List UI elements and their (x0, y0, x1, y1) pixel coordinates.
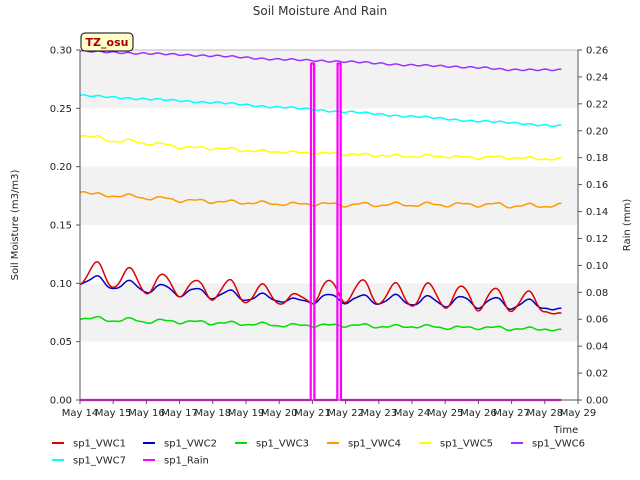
legend-label-sp1_vwc1: sp1_VWC1 (73, 439, 126, 450)
y2-tick-label: 0.18 (586, 153, 608, 164)
grid-bands (80, 50, 578, 342)
x-tick-label: May 29 (560, 408, 597, 419)
grid-band (80, 283, 578, 342)
x-tick-label: May 25 (427, 408, 464, 419)
series-layer (79, 49, 562, 402)
y-tick-label: 0.10 (50, 279, 72, 290)
y2-tick-label: 0.26 (586, 46, 608, 57)
y2-tick-label: 0.24 (586, 72, 608, 83)
site-badge-label: TZ_osu (86, 36, 129, 49)
legend-label-sp1_vwc3: sp1_VWC3 (256, 439, 309, 450)
x-tick-label: May 21 (294, 408, 331, 419)
legend: sp1_VWC1 sp1_VWC2 sp1_VWC3 sp1_VWC4 sp1_VWC5… (52, 439, 585, 467)
x-tick-label: May 26 (460, 408, 497, 419)
grid-band (80, 50, 578, 109)
x-tick-label: May 14 (62, 408, 99, 419)
x-tick-label: May 22 (327, 408, 364, 419)
series-line-sp1_vwc4 (79, 191, 562, 209)
x-tick-label: May 23 (361, 408, 398, 419)
y-tick-label: 0.00 (50, 396, 72, 407)
x-tick-label: May 18 (195, 408, 232, 419)
left-axis: 0.00 0.05 0.10 0.15 0.20 0.25 0.30 (50, 46, 81, 407)
y-tick-label: 0.30 (50, 46, 72, 57)
x-tick-label: May 24 (394, 408, 431, 419)
y2-tick-label: 0.20 (586, 126, 608, 137)
site-badge: TZ_osu (80, 32, 134, 52)
x-tick-label: May 28 (527, 408, 564, 419)
x-tick-label: May 15 (95, 408, 132, 419)
legend-label-sp1_rain: sp1_Rain (164, 456, 209, 467)
y2-tick-label: 0.22 (586, 99, 608, 110)
grid-band (80, 166, 578, 225)
y-axis-title: Soil Moisture (m3/m3) (10, 170, 21, 281)
right-axis: 0.00 0.02 0.04 0.06 0.08 0.10 0.12 0.14 0.16 0.18… (577, 46, 608, 407)
y2-tick-label: 0.10 (586, 261, 608, 272)
x-tick-label: May 19 (228, 408, 265, 419)
legend-label-sp1_vwc2: sp1_VWC2 (164, 439, 217, 450)
legend-label-sp1_vwc5: sp1_VWC5 (440, 439, 493, 450)
y2-tick-label: 0.12 (586, 234, 608, 245)
series-line-sp1_vwc3 (79, 315, 562, 332)
y2-tick-label: 0.02 (586, 369, 608, 380)
y-tick-label: 0.25 (50, 104, 72, 115)
y-tick-label: 0.20 (50, 162, 72, 173)
x-tick-label: May 17 (161, 408, 198, 419)
y2-tick-label: 0.08 (586, 288, 608, 299)
site-badge-box (80, 32, 134, 52)
y2-tick-label: 0.14 (586, 207, 608, 218)
y-tick-label: 0.15 (50, 221, 72, 232)
legend-label-sp1_vwc7: sp1_VWC7 (73, 456, 126, 467)
legend-label-sp1_vwc4: sp1_VWC4 (348, 439, 401, 450)
y2-tick-label: 0.00 (586, 396, 608, 407)
y2-tick-label: 0.04 (586, 342, 608, 353)
series-line-sp1_vwc5 (79, 134, 562, 161)
y-tick-label: 0.05 (50, 337, 72, 348)
y2-axis-title: Rain (mm) (622, 199, 633, 252)
series-line-sp1_vwc1 (79, 261, 562, 315)
x-tick-label: May 20 (261, 408, 298, 419)
series-line-sp1_vwc7 (79, 94, 562, 128)
series-line-sp1_vwc6 (79, 49, 562, 72)
x-tick-label: May 27 (493, 408, 530, 419)
chart-title: Soil Moisture And Rain (253, 4, 388, 18)
y2-tick-label: 0.16 (586, 180, 608, 191)
series-line-sp1_vwc2 (79, 275, 562, 311)
legend-label-sp1_vwc6: sp1_VWC6 (532, 439, 585, 450)
y2-tick-label: 0.06 (586, 315, 608, 326)
x-tick-label: May 16 (128, 408, 165, 419)
x-axis-title: Time (553, 425, 578, 436)
